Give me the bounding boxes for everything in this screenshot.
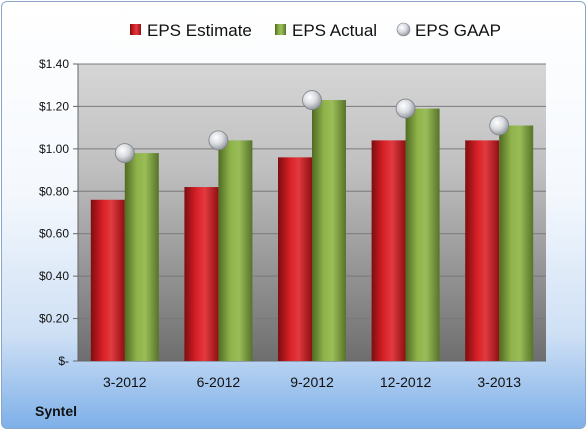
- legend-label: EPS GAAP: [415, 21, 501, 40]
- company-name: Syntel: [35, 403, 78, 419]
- y-tick-label: $0.20: [39, 312, 69, 326]
- y-tick-label: $1.00: [39, 142, 69, 156]
- actual-bar: [312, 100, 346, 362]
- actual-bar: [499, 125, 534, 362]
- x-axis: 3-2012 6-2012 9-2012 12-2012 3-2013: [103, 374, 521, 390]
- gaap-marker: [302, 90, 322, 110]
- x-category-label: 9-2012: [290, 374, 334, 390]
- estimate-bar: [465, 140, 500, 361]
- gaap-marker: [208, 130, 229, 151]
- legend-swatch-gaap: [396, 22, 411, 37]
- y-tick-label: $-: [58, 354, 69, 368]
- y-tick-label: $1.20: [39, 99, 69, 113]
- gaap-marker: [489, 115, 510, 136]
- estimate-bar: [371, 140, 406, 361]
- actual-bar: [124, 153, 159, 361]
- legend-label: EPS Estimate: [147, 21, 252, 40]
- x-category-label: 6-2012: [197, 374, 241, 390]
- x-category-label: 3-2013: [477, 374, 521, 390]
- y-tick-label: $0.80: [39, 184, 69, 198]
- actual-bar: [218, 140, 253, 361]
- y-tick-label: $0.40: [39, 269, 69, 283]
- x-category-label: 3-2012: [103, 374, 147, 390]
- actual-bar: [405, 108, 440, 361]
- legend: EPS Estimate EPS Actual EPS GAAP: [130, 21, 501, 40]
- estimate-bar: [278, 157, 312, 361]
- gaap-markers: [114, 90, 510, 164]
- y-tick-label: $1.40: [39, 57, 69, 71]
- gaap-marker: [395, 98, 416, 119]
- legend-label: EPS Actual: [292, 21, 377, 40]
- gaap-marker: [114, 143, 135, 164]
- bars: [90, 100, 534, 362]
- estimate-bar: [184, 187, 219, 361]
- y-axis: $- $0.20 $0.40 $0.60 $0.80 $1.00 $1.20 $1.40: [39, 57, 546, 368]
- y-tick-label: $0.60: [39, 227, 69, 241]
- legend-swatch-estimate: [130, 24, 141, 35]
- estimate-bar: [90, 199, 125, 361]
- legend-swatch-actual: [275, 24, 286, 35]
- x-category-label: 12-2012: [380, 374, 432, 390]
